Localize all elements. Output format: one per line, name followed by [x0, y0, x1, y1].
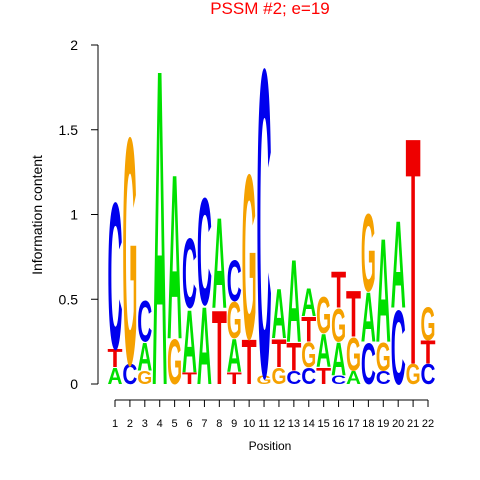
y-tick-label: 0.5 — [59, 291, 79, 307]
letter: T — [421, 335, 436, 371]
letter: G — [316, 287, 331, 345]
x-tick-label: 1 — [112, 418, 118, 430]
letter: A — [227, 330, 242, 383]
letter: A — [391, 195, 406, 334]
letter: A — [286, 235, 301, 367]
letter: C — [376, 367, 391, 388]
letter: T — [227, 370, 243, 388]
x-tick-label: 20 — [392, 418, 404, 430]
letter: T — [212, 290, 227, 408]
x-axis-label: Position — [249, 439, 292, 453]
letter: G — [122, 70, 137, 433]
y-axis-label: Information content — [29, 155, 45, 275]
letter: G — [257, 374, 272, 387]
x-tick-label: 16 — [332, 418, 344, 430]
y-tick-label: 2 — [70, 37, 78, 53]
letter: G — [137, 367, 152, 388]
x-tick-label: 11 — [258, 418, 269, 430]
letter: T — [316, 364, 331, 390]
letter: G — [361, 191, 376, 314]
letter: A — [167, 127, 182, 390]
letter: C — [421, 359, 436, 390]
letter: C — [182, 218, 197, 328]
letter: T — [301, 309, 316, 349]
letter: C — [391, 290, 406, 408]
letter: C — [197, 168, 212, 338]
letter: G — [331, 300, 346, 353]
x-tick-label: 22 — [422, 418, 434, 430]
x-tick-label: 21 — [407, 418, 419, 430]
letter: A — [331, 334, 346, 387]
y-tick-label: 1.5 — [59, 122, 79, 138]
letter: T — [242, 326, 257, 398]
x-tick-label: 17 — [347, 418, 359, 430]
letter: A — [376, 209, 391, 374]
chart-title: PSSM #2; e=19 — [210, 0, 330, 18]
letter: A — [197, 285, 212, 408]
letter: A — [137, 336, 152, 380]
y-tick-label: 1 — [70, 207, 78, 223]
letter: A — [361, 278, 376, 357]
x-tick-label: 4 — [157, 418, 163, 430]
letter: C — [122, 359, 137, 390]
letter: G — [376, 336, 391, 380]
x-tick-label: 18 — [362, 418, 374, 430]
letter: A — [182, 291, 197, 391]
letter: A — [152, 0, 167, 480]
letter: T — [182, 370, 198, 388]
letter: G — [167, 326, 182, 398]
letter: A — [316, 325, 331, 378]
x-tick-label: 2 — [127, 418, 133, 430]
x-tick-label: 5 — [172, 418, 178, 430]
letter: T — [271, 333, 286, 377]
x-tick-label: 7 — [201, 418, 207, 430]
x-tick-label: 15 — [318, 418, 330, 430]
letter: G — [406, 359, 421, 390]
letter: G — [421, 298, 436, 351]
letter: A — [271, 275, 286, 354]
letter: G — [301, 335, 316, 375]
letter: C — [137, 290, 152, 356]
letter: G — [271, 364, 286, 390]
x-tick-label: 19 — [377, 418, 389, 430]
x-tick-label: 10 — [243, 418, 255, 430]
letter: A — [301, 282, 316, 326]
letter: C — [361, 332, 376, 398]
letter: A — [346, 367, 361, 388]
x-tick-label: 8 — [216, 418, 222, 430]
letter: T — [346, 279, 361, 352]
letter: T — [286, 336, 301, 380]
x-tick-label: 13 — [288, 418, 300, 430]
letter: G — [346, 329, 361, 382]
letter: C — [257, 0, 272, 470]
x-tick-label: 9 — [231, 418, 237, 430]
letter: C — [301, 364, 316, 390]
letter: A — [212, 191, 227, 336]
letter: G — [227, 292, 242, 350]
x-tick-label: 3 — [142, 418, 148, 430]
x-tick-label: 12 — [273, 418, 285, 430]
letter: A — [108, 364, 123, 390]
letter: C — [108, 161, 123, 394]
letter: C — [286, 367, 301, 388]
y-tick-label: 0 — [70, 376, 78, 392]
letter: C — [331, 374, 346, 387]
letter: T — [406, 70, 421, 433]
letter: C — [227, 249, 242, 315]
letter: T — [331, 262, 346, 320]
letter: G — [242, 127, 257, 390]
x-tick-label: 6 — [186, 418, 192, 430]
x-tick-label: 14 — [303, 418, 315, 430]
letter: T — [108, 345, 123, 373]
